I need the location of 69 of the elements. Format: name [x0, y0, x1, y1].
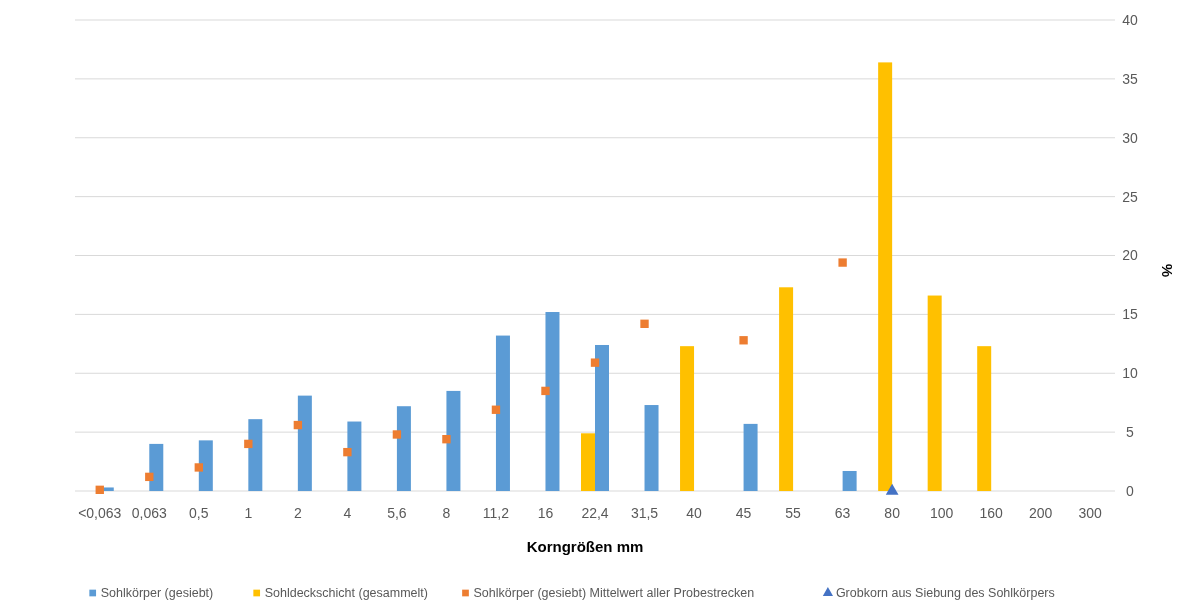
- point: [739, 336, 748, 345]
- x-tick-label: 63: [834, 505, 851, 521]
- x-tick-label: 8: [442, 505, 451, 521]
- point: [343, 447, 352, 457]
- bar: [347, 421, 362, 491]
- y-tick-label: 15: [1122, 306, 1138, 323]
- x-tick-label: 200: [1029, 505, 1053, 521]
- y-tick-label: 0: [1126, 482, 1135, 499]
- bar: [878, 62, 893, 491]
- bar: [198, 440, 213, 491]
- point: [541, 386, 550, 396]
- x-tick-label: 0,063: [131, 505, 168, 521]
- x-tick-label: 16: [537, 505, 554, 521]
- bar: [446, 390, 461, 491]
- bar: [396, 406, 411, 491]
- y-axis-title: %: [1159, 263, 1176, 278]
- point: [590, 358, 600, 367]
- y-tick-label: 35: [1122, 70, 1138, 87]
- x-tick-label: 2: [293, 505, 302, 521]
- point: [145, 472, 154, 482]
- y-tick-label: 40: [1122, 11, 1138, 28]
- point: [640, 319, 649, 328]
- point: [838, 258, 847, 267]
- x-tick-label: 0,5: [189, 505, 209, 521]
- point: [293, 420, 303, 430]
- x-tick-label: 55: [785, 505, 802, 521]
- bar: [680, 346, 695, 491]
- point: [442, 435, 451, 444]
- bar: [595, 344, 609, 491]
- bar: [743, 423, 758, 491]
- bar: [977, 346, 992, 491]
- x-tick-label: 5,6: [387, 505, 407, 521]
- bar: [495, 335, 510, 491]
- legend-label: Sohlkörper (gesiebt) Mittelwert aller Probestrecken: [473, 586, 755, 601]
- bar: [927, 295, 942, 491]
- bar: [297, 395, 312, 491]
- bar: [779, 287, 794, 491]
- x-tick-label: 31,5: [630, 505, 659, 521]
- x-tick-label: 4: [343, 505, 352, 521]
- legend-label: Grobkorn aus Siebung des Sohlkörpers: [835, 586, 1055, 601]
- y-tick-label: 25: [1122, 188, 1138, 205]
- x-tick-label: 45: [735, 505, 752, 521]
- point: [392, 430, 402, 439]
- bar: [644, 405, 659, 491]
- point: [244, 439, 253, 449]
- x-tick-label: 11,2: [482, 505, 510, 521]
- x-tick-label: 300: [1078, 505, 1103, 521]
- bar: [545, 312, 560, 491]
- y-tick-label: 5: [1126, 424, 1135, 441]
- bar: [581, 433, 595, 491]
- x-tick-label: 22,4: [581, 505, 609, 521]
- x-tick-label: 1: [244, 505, 253, 521]
- x-tick-label: 100: [929, 505, 954, 521]
- point: [491, 405, 501, 414]
- legend-label: Sohldeckschicht (gesammelt): [264, 586, 428, 601]
- x-axis-title: Korngrößen mm: [526, 538, 644, 555]
- x-tick-label: 40: [686, 505, 703, 521]
- y-tick-label: 20: [1122, 247, 1138, 264]
- point: [194, 463, 203, 472]
- bar: [842, 470, 857, 491]
- x-tick-label: <0,063: [78, 505, 122, 521]
- x-tick-label: 80: [884, 505, 901, 521]
- point: [95, 485, 104, 495]
- y-tick-label: 10: [1122, 365, 1138, 382]
- legend-label: Sohlkörper (gesiebt): [100, 586, 214, 601]
- x-tick-label: 160: [979, 505, 1004, 521]
- bar: [248, 419, 263, 491]
- bar: [149, 443, 164, 491]
- y-tick-label: 30: [1122, 129, 1138, 146]
